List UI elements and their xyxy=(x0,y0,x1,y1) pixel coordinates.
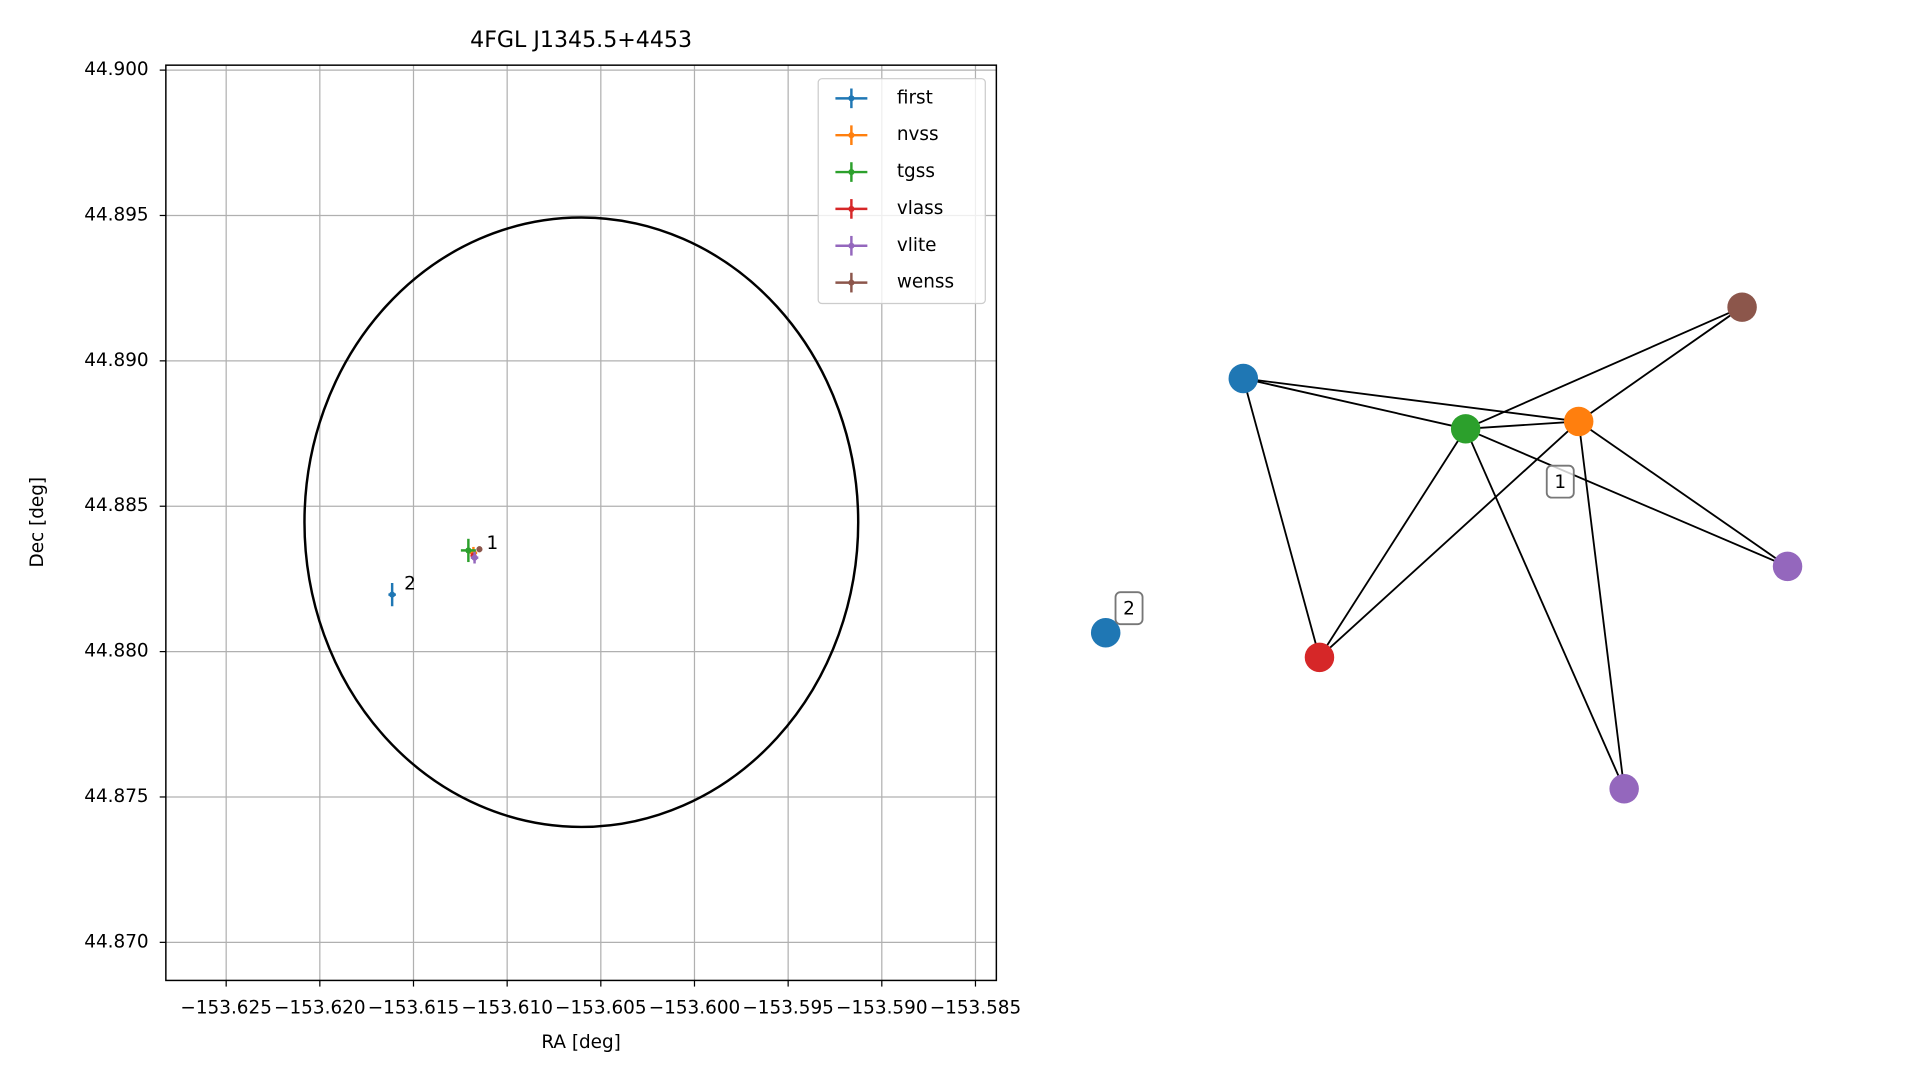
point xyxy=(389,591,396,598)
node xyxy=(1772,551,1803,582)
edge xyxy=(1577,421,1626,789)
node xyxy=(1228,363,1259,394)
y-tick-label: 44.870 xyxy=(84,931,148,952)
x-tick-label: −153.585 xyxy=(930,998,1022,1019)
legend-label: vlite xyxy=(897,235,937,256)
x-tick-label: −153.620 xyxy=(274,998,366,1019)
x-tick-label: −153.615 xyxy=(368,998,460,1019)
chart-title: 4FGL J1345.5+4453 xyxy=(470,27,692,53)
legend-swatch xyxy=(848,205,855,212)
legend-label: wenss xyxy=(897,272,954,293)
point xyxy=(476,546,483,553)
y-tick-label: 44.875 xyxy=(84,786,148,807)
legend-label: first xyxy=(897,87,933,108)
x-tick-label: −153.595 xyxy=(742,998,834,1019)
edge xyxy=(1465,420,1579,430)
node xyxy=(1727,292,1757,322)
edge xyxy=(1578,420,1789,568)
node xyxy=(1563,406,1594,437)
edge xyxy=(1243,377,1466,430)
legend-swatch xyxy=(848,168,855,176)
point xyxy=(465,547,472,554)
y-axis-label: Dec [deg] xyxy=(27,477,48,568)
label-box xyxy=(1114,591,1144,626)
plot-frame xyxy=(165,64,998,982)
x-axis-label: RA [deg] xyxy=(541,1032,621,1053)
edge xyxy=(1243,377,1579,423)
label-box xyxy=(1545,464,1575,499)
edge xyxy=(1465,306,1743,430)
legend-label: tgss xyxy=(897,161,935,182)
legend-swatch xyxy=(848,95,855,102)
annotation: 2 xyxy=(404,574,416,595)
edge xyxy=(1578,306,1743,423)
legend-swatch xyxy=(848,242,855,249)
annotation: 1 xyxy=(487,533,499,554)
node xyxy=(1609,774,1639,804)
x-tick-label: −153.600 xyxy=(649,998,741,1019)
x-tick-label: −153.625 xyxy=(180,998,272,1019)
edge xyxy=(1318,420,1580,659)
y-tick-label: 44.885 xyxy=(84,495,148,516)
y-tick-label: 44.890 xyxy=(84,350,148,371)
edge xyxy=(1464,428,1625,790)
edge xyxy=(1465,427,1788,568)
error-circle xyxy=(303,216,860,829)
node xyxy=(1090,618,1121,648)
legend-swatch xyxy=(848,279,855,286)
node-label: 2 xyxy=(1123,598,1135,619)
point xyxy=(471,554,478,561)
node-label: 1 xyxy=(1554,472,1566,493)
edge xyxy=(1242,378,1321,658)
y-tick-label: 44.900 xyxy=(84,59,148,80)
legend-label: nvss xyxy=(897,124,939,145)
y-tick-label: 44.895 xyxy=(84,204,148,225)
edge xyxy=(1318,428,1467,658)
y-tick-label: 44.880 xyxy=(84,641,148,662)
legend-label: vlass xyxy=(897,198,943,219)
legend-box xyxy=(817,78,986,305)
legend-swatch xyxy=(848,132,855,139)
x-tick-label: −153.610 xyxy=(461,998,553,1019)
node xyxy=(1304,642,1335,673)
x-tick-label: −153.605 xyxy=(555,998,647,1019)
x-tick-label: −153.590 xyxy=(836,998,928,1019)
node xyxy=(1450,414,1481,444)
